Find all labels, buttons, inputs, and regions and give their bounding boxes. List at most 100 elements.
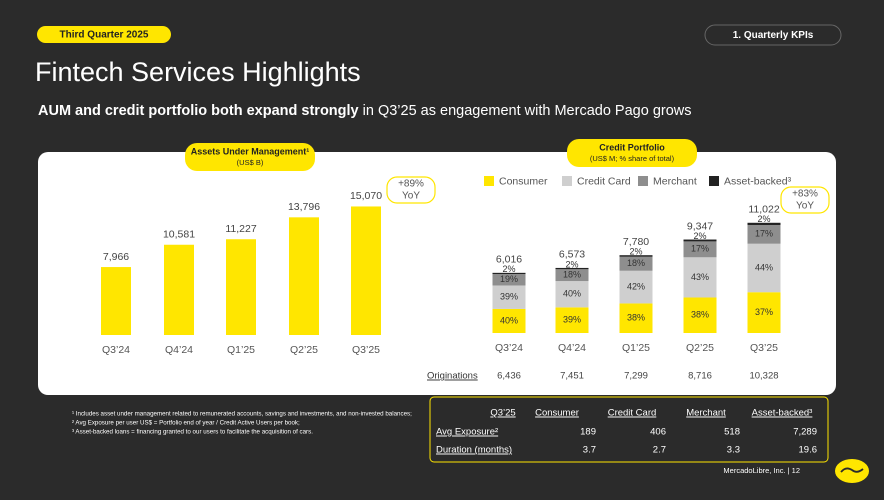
legend-swatch <box>709 176 719 186</box>
footer: MercadoLibre, Inc. | 12 <box>723 466 800 475</box>
table-cell: 19.6 <box>799 445 818 456</box>
bar-segment <box>683 241 717 258</box>
subtitle-rest: in Q3’25 as engagement with Mercado Pago… <box>363 103 692 119</box>
bar-segment <box>619 270 653 304</box>
table-header: Q3’25 <box>490 408 515 419</box>
originations-value: 6,436 <box>497 371 521 382</box>
legend-label: Credit Card <box>577 175 631 187</box>
segment-label: 18% <box>627 258 645 268</box>
annotation-bubble <box>780 186 830 214</box>
badge: Third Quarter 2025 <box>60 30 149 41</box>
footnote: ¹ Includes asset under management relate… <box>72 411 412 418</box>
x-tick-label: Q3’25 <box>750 342 778 354</box>
annotation: +83% <box>792 189 818 200</box>
bar-segment <box>619 303 653 333</box>
segment-label: 2% <box>565 259 578 269</box>
segment-label: 39% <box>563 315 581 325</box>
x-tick-label: Q3’24 <box>102 344 130 356</box>
chart-title-pill <box>185 143 315 171</box>
bar <box>101 267 131 335</box>
table-cell: 2.7 <box>653 445 666 456</box>
bar <box>289 217 319 335</box>
subtitle-bold: AUM and credit portfolio both expand str… <box>38 103 359 119</box>
row-label: Duration (months) <box>436 445 512 456</box>
bar <box>351 206 381 335</box>
annotation: +89% <box>398 179 424 190</box>
legend-swatch <box>638 176 648 186</box>
originations-label: Originations <box>427 371 478 382</box>
legend-label: Asset-backed³ <box>724 175 792 187</box>
value-label: 13,796 <box>288 201 320 213</box>
bar-segment <box>492 274 526 286</box>
x-tick-label: Q1’25 <box>227 344 255 356</box>
table-header: Asset-backed³ <box>752 408 813 419</box>
segment-label: 40% <box>500 315 518 325</box>
table-cell: 3.7 <box>583 445 596 456</box>
x-tick-label: Q1’25 <box>622 342 650 354</box>
table-cell: 518 <box>724 427 740 438</box>
table-cell: 7,289 <box>793 427 817 438</box>
value-label: 15,070 <box>350 190 382 202</box>
bar-segment <box>555 307 589 333</box>
bar <box>226 239 256 335</box>
table-box <box>429 396 829 463</box>
section-pill <box>704 24 842 46</box>
table-header: Consumer <box>535 408 579 419</box>
value-label: 10,581 <box>163 229 195 241</box>
table-cell: 189 <box>580 427 596 438</box>
legend-swatch <box>484 176 494 186</box>
bar-segment <box>683 257 717 298</box>
segment-label: 38% <box>691 310 709 320</box>
total-label: 9,347 <box>687 220 713 232</box>
bar-segment <box>747 222 781 225</box>
bar-segment <box>492 272 526 275</box>
footnote: ² Avg Exposure per user US$ = Portfolio … <box>72 420 300 427</box>
segment-label: 2% <box>502 264 515 274</box>
bar <box>164 244 194 335</box>
x-tick-label: Q3’25 <box>352 344 380 356</box>
bar-segment <box>683 239 717 242</box>
segment-label: 2% <box>757 214 770 224</box>
total-label: 7,780 <box>623 236 649 248</box>
bar-segment <box>555 281 589 308</box>
bar-segment <box>492 285 526 309</box>
table-cell: 3.3 <box>727 445 740 456</box>
table-cell: 406 <box>650 427 666 438</box>
bar-segment <box>619 255 653 257</box>
table-header: Credit Card <box>608 408 657 419</box>
legend-label: Consumer <box>499 175 548 187</box>
bar-segment <box>619 256 653 271</box>
segment-label: 18% <box>563 270 581 280</box>
x-tick-label: Q4’24 <box>558 342 586 354</box>
total-label: 6,573 <box>559 249 585 261</box>
legend-swatch <box>562 176 572 186</box>
value-label: 11,227 <box>225 223 256 235</box>
table-header: Merchant <box>686 408 726 419</box>
segment-label: 19% <box>500 274 518 284</box>
bar-segment <box>747 224 781 244</box>
chart-title: Assets Under Management¹ <box>191 146 310 156</box>
x-tick-label: Q2’25 <box>686 342 714 354</box>
footnote: ³ Asset-backed loans = financing granted… <box>72 429 313 436</box>
annotation-bubble <box>386 176 436 204</box>
x-tick-label: Q2’25 <box>290 344 318 356</box>
chart-title: Credit Portfolio <box>599 142 665 152</box>
logo-hands <box>840 467 864 473</box>
slide-title: Fintech Services Highlights <box>35 57 361 87</box>
bar-segment <box>555 269 589 282</box>
chart-subtitle: (US$ B) <box>237 158 264 167</box>
bar-segment <box>555 267 589 270</box>
segment-label: 44% <box>755 262 773 272</box>
segment-label: 39% <box>500 292 518 302</box>
subtitle: AUM and credit portfolio both expand str… <box>38 103 692 119</box>
originations-value: 8,716 <box>688 371 712 382</box>
value-label: 7,966 <box>103 251 129 263</box>
originations-value: 7,451 <box>560 371 584 382</box>
bar-segment <box>492 308 526 333</box>
chart-subtitle: (US$ M; % share of total) <box>590 154 675 163</box>
annotation: YoY <box>402 191 420 202</box>
segment-label: 43% <box>691 272 709 282</box>
total-label: 6,016 <box>496 254 522 266</box>
segment-label: 2% <box>629 247 642 257</box>
